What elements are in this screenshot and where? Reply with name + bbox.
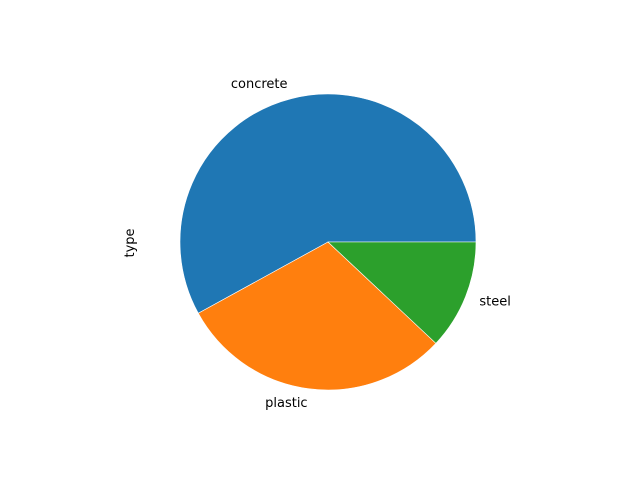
- pie-slice-plastic: [197, 241, 437, 391]
- pie-slice-concrete: [179, 93, 477, 314]
- pie-slice-steel: [327, 241, 477, 344]
- pie-slices: [179, 93, 477, 391]
- pie-labels: concrete plastic steel: [231, 77, 511, 411]
- pie-label-plastic: plastic: [265, 396, 307, 411]
- y-axis-label: type: [123, 228, 138, 257]
- pie-label-steel: steel: [479, 294, 510, 309]
- pie-label-concrete: concrete: [231, 77, 288, 92]
